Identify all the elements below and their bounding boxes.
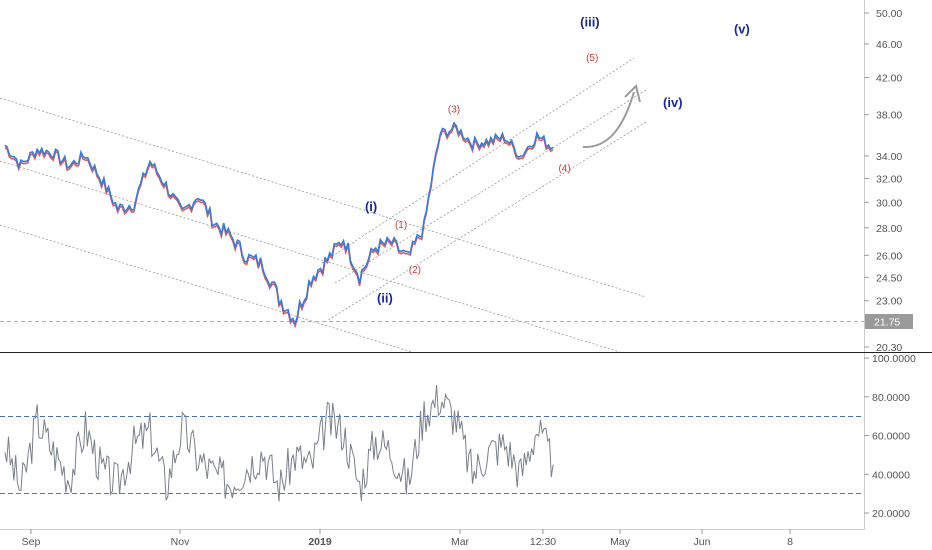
projection-arrow-path xyxy=(582,91,635,149)
rsi-tick-label: 80.0000 xyxy=(872,392,910,404)
rsi-line xyxy=(4,385,554,502)
time-tick-label: Nov xyxy=(171,536,190,548)
wave-label-major: (iii) xyxy=(580,15,600,30)
rsi-series xyxy=(4,385,554,502)
price-line-red xyxy=(4,123,554,329)
time-axis-ticks: Sep Nov 2019 Mar 12:30 May Jun 8 xyxy=(22,529,793,548)
rsi-tick-label: 40.0000 xyxy=(872,469,910,481)
rsi-tick-label: 20.0000 xyxy=(872,508,910,520)
price-line-blue xyxy=(4,121,554,327)
projection-arrow xyxy=(582,84,641,149)
time-tick-label: Sep xyxy=(22,536,41,548)
rsi-tick-label: 60.0000 xyxy=(872,431,910,443)
current-price-tag-bg xyxy=(865,314,913,329)
rsi-axis-ticks: 100.0000 80.0000 60.0000 40.0000 20.0000 xyxy=(864,353,916,520)
price-axis-ticks: 50.00 46.00 42.00 38.00 34.00 32.00 30.00 28.00… xyxy=(864,8,902,354)
price-tick-label: 28.00 xyxy=(876,223,902,235)
ascending-channel-upper xyxy=(321,57,635,264)
price-tick-label: 38.00 xyxy=(876,110,902,122)
projection-arrow-head xyxy=(624,84,641,103)
price-tick-label: 46.00 xyxy=(876,39,902,51)
time-tick-label: 8 xyxy=(787,536,793,548)
price-tick-label: 26.00 xyxy=(876,250,902,262)
descending-channel-upper xyxy=(0,97,647,298)
wave-label-minor: (3) xyxy=(448,105,460,116)
time-tick-label: Jun xyxy=(694,536,711,548)
time-tick-label: 12:30 xyxy=(530,536,556,548)
wave-labels: (i) (ii) (iii) (iv) (v) (1) (2) (3) (4) (5) xyxy=(365,15,750,306)
current-price-tag-text: 21.75 xyxy=(874,317,900,329)
wave-label-minor: (5) xyxy=(586,53,598,64)
time-tick-label: May xyxy=(610,536,631,548)
price-tick-label: 32.00 xyxy=(876,173,902,185)
wave-label-minor: (1) xyxy=(395,220,407,231)
ascending-channel-middle xyxy=(334,89,647,284)
ascending-channel-lower xyxy=(324,121,647,323)
current-price-tag: 21.75 xyxy=(865,314,913,329)
price-tick-label: 24.50 xyxy=(876,272,902,284)
price-tick-label: 42.00 xyxy=(876,73,902,85)
price-tick-label: 20.30 xyxy=(876,342,902,354)
time-tick-label: Mar xyxy=(451,536,470,548)
price-tick-label: 34.00 xyxy=(876,151,902,163)
wave-label-minor: (2) xyxy=(409,265,421,276)
wave-label-major: (iv) xyxy=(663,95,683,110)
wave-label-major: (ii) xyxy=(377,290,393,305)
time-tick-label: 2019 xyxy=(308,536,332,548)
rsi-tick-label: 100.0000 xyxy=(872,353,916,365)
price-series xyxy=(4,121,554,329)
wave-label-major: (v) xyxy=(734,22,750,37)
channel-lines xyxy=(0,57,647,353)
wave-label-major: (i) xyxy=(365,199,377,214)
price-tick-label: 30.00 xyxy=(876,197,902,209)
wave-label-minor: (4) xyxy=(558,164,570,175)
price-tick-label: 50.00 xyxy=(876,8,902,20)
price-tick-label: 23.00 xyxy=(876,296,902,308)
descending-channel-middle xyxy=(0,160,621,353)
